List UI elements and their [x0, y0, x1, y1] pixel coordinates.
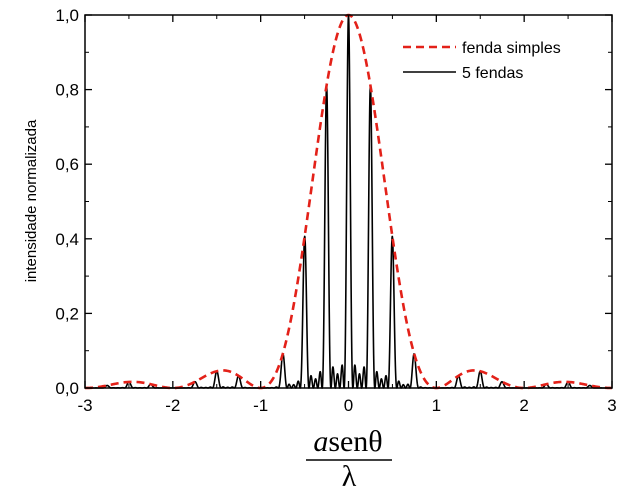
legend: fenda simples 5 fendas	[403, 40, 561, 82]
x-label-italic-a: a	[313, 425, 328, 458]
x-label-numerator: senθ	[328, 425, 382, 458]
svg-text:asenθ: asenθ	[313, 425, 382, 458]
y-tick-label: 0,8	[55, 81, 79, 100]
x-axis-label: asenθ λ	[306, 425, 392, 490]
y-tick-labels: 0,0 0,2 0,4 0,6 0,8 1,0	[55, 6, 79, 398]
plot-frame	[84, 14, 613, 389]
legend-label-fenda-simples: fenda simples	[462, 40, 561, 57]
x-tick-label: 1	[432, 396, 441, 415]
y-axis-label: intensidade normalizada	[23, 119, 40, 282]
x-label-denominator: λ	[342, 460, 357, 490]
y-tick-label: 0,0	[55, 379, 79, 398]
x-tick-label: -2	[165, 396, 180, 415]
x-tick-labels: -3 -2 -1 0 1 2 3	[77, 396, 616, 415]
legend-label-5-fendas: 5 fendas	[462, 65, 523, 82]
series-fenda-simples-line	[85, 13, 612, 390]
x-tick-label: 0	[344, 396, 353, 415]
series-5-fendas-line	[84, 14, 613, 389]
x-tick-label: -1	[253, 396, 268, 415]
axis-ticks	[84, 14, 613, 389]
y-tick-label: 1,0	[55, 6, 79, 25]
x-tick-label: 2	[519, 396, 528, 415]
y-tick-label: 0,2	[55, 304, 79, 323]
y-tick-label: 0,6	[55, 155, 79, 174]
y-tick-label: 0,4	[55, 230, 79, 249]
x-tick-label: -3	[77, 396, 92, 415]
x-tick-label: 3	[607, 396, 616, 415]
plot-area	[84, 13, 613, 390]
